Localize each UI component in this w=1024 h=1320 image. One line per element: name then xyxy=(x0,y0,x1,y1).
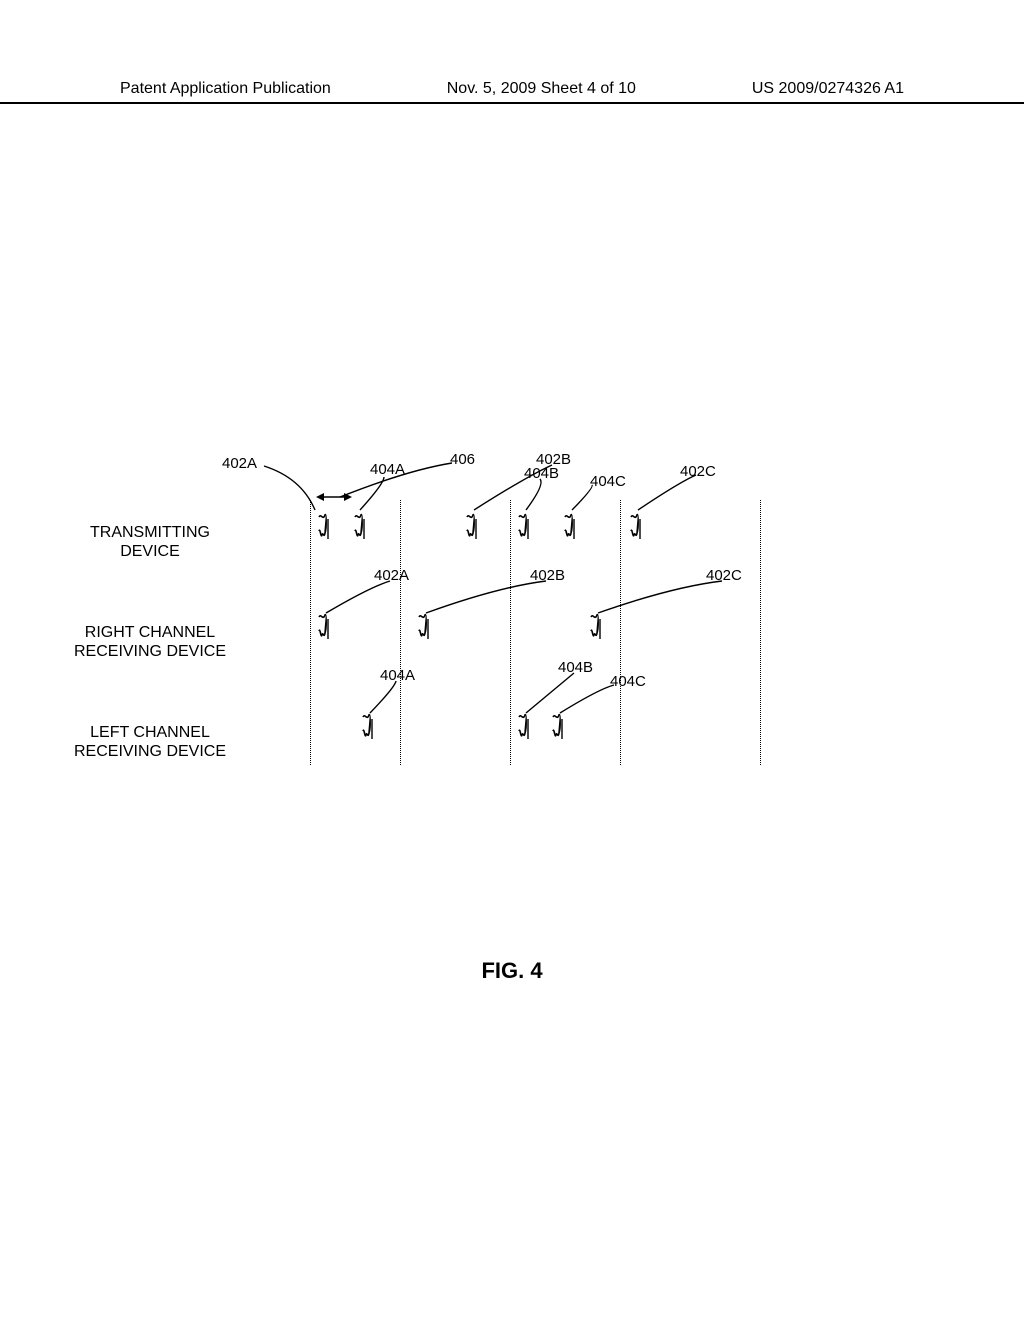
header-right: US 2009/0274326 A1 xyxy=(752,80,904,98)
header-row: Patent Application Publication Nov. 5, 2… xyxy=(0,80,1024,98)
figure-4-diagram: TRANSMITTINGDEVICE RIGHT CHANNELRECEIVING… xyxy=(60,455,880,835)
row-label: TRANSMITTINGDEVICE xyxy=(60,523,240,561)
header-center: Nov. 5, 2009 Sheet 4 of 10 xyxy=(447,80,636,98)
interval-arrow xyxy=(316,491,352,503)
row-label: RIGHT CHANNELRECEIVING DEVICE xyxy=(60,623,240,661)
header-left: Patent Application Publication xyxy=(120,80,331,98)
row-label: LEFT CHANNELRECEIVING DEVICE xyxy=(60,723,240,761)
time-divider xyxy=(760,500,761,765)
figure-caption: FIG. 4 xyxy=(0,958,1024,984)
page-header: Patent Application Publication Nov. 5, 2… xyxy=(0,80,1024,104)
